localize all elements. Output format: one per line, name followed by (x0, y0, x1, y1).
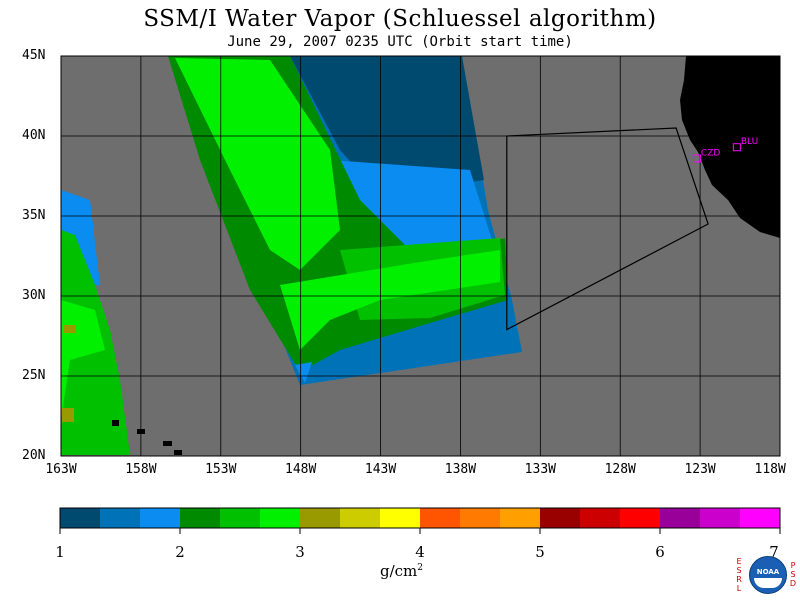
colorbar-swatch (420, 508, 461, 528)
lon-label: 123W (684, 462, 716, 477)
colorbar-swatch (500, 508, 541, 528)
map-frame (60, 55, 781, 457)
west-swath-layer (61, 190, 130, 455)
lon-label: 133W (524, 462, 556, 477)
colorbar-swatch (340, 508, 381, 528)
west-swath-olive-patch-2 (62, 408, 74, 422)
colorbar-swatch (380, 508, 421, 528)
colorbar-tick-label: 1 (55, 543, 65, 561)
swath-bright-green (175, 58, 340, 270)
swath-bright-green-band (280, 250, 500, 350)
west-swath-olive-patch (64, 325, 76, 333)
chart-title: SSM/I Water Vapor (Schluessel algorithm) (143, 6, 657, 32)
lon-label: 143W (364, 462, 397, 477)
colorbar-swatch (460, 508, 501, 528)
lat-label: 30N (22, 288, 46, 303)
colorbar-units: g/cm2 (380, 562, 424, 580)
lat-label: 25N (22, 368, 46, 383)
colorbar-swatch (100, 508, 141, 528)
island-3 (174, 450, 182, 455)
swath-dark-blue (290, 56, 484, 195)
lon-label: 148W (285, 462, 317, 477)
colorbar-frame (59, 507, 781, 529)
lat-label: 20N (22, 448, 46, 463)
lon-label: 138W (444, 462, 477, 477)
colorbar-swatch (180, 508, 221, 528)
lon-label: 163W (45, 462, 77, 477)
island-4 (112, 420, 119, 426)
station-marker (732, 143, 741, 152)
lon-label: 118W (754, 462, 786, 477)
lon-label: 158W (125, 462, 157, 477)
colorbar-swatch (60, 508, 101, 528)
station-markers: CZD BLU (692, 137, 758, 163)
lon-label: 153W (205, 462, 237, 477)
colorbar (59, 508, 781, 534)
land-california (680, 56, 780, 238)
colorbar-swatch (540, 508, 581, 528)
colorbar-swatch (660, 508, 701, 528)
flight-track-line (506, 127, 709, 331)
colorbar-swatch (140, 508, 181, 528)
chart-subtitle: June 29, 2007 0235 UTC (Orbit start time… (227, 34, 573, 50)
island-2 (163, 441, 172, 446)
colorbar-swatch (260, 508, 301, 528)
colorbar-tick-label: 4 (415, 543, 425, 561)
station-label: CZD (701, 148, 720, 158)
swath-blue-tail (295, 362, 312, 383)
colorbar-tick-label: 6 (655, 543, 665, 561)
lat-label: 35N (22, 208, 46, 223)
colorbar-swatch (300, 508, 341, 528)
colorbar-swatch (740, 508, 781, 528)
lat-label: 40N (22, 128, 46, 143)
colorbar-swatch (580, 508, 621, 528)
colorbar-tick-label: 2 (175, 543, 185, 561)
noaa-emblem-icon: NOAA (749, 556, 787, 594)
lat-label: 45N (22, 48, 46, 63)
colorbar-swatch (220, 508, 261, 528)
swath-layer (168, 56, 522, 385)
colorbar-tick-label: 3 (295, 543, 305, 561)
colorbar-swatch (700, 508, 741, 528)
colorbar-tick-label: 5 (535, 543, 545, 561)
colorbar-tick-label: 7 (769, 543, 779, 561)
station-label: BLU (741, 137, 758, 147)
colorbar-swatch (620, 508, 661, 528)
station-marker (692, 154, 701, 163)
lon-label: 128W (604, 462, 636, 477)
